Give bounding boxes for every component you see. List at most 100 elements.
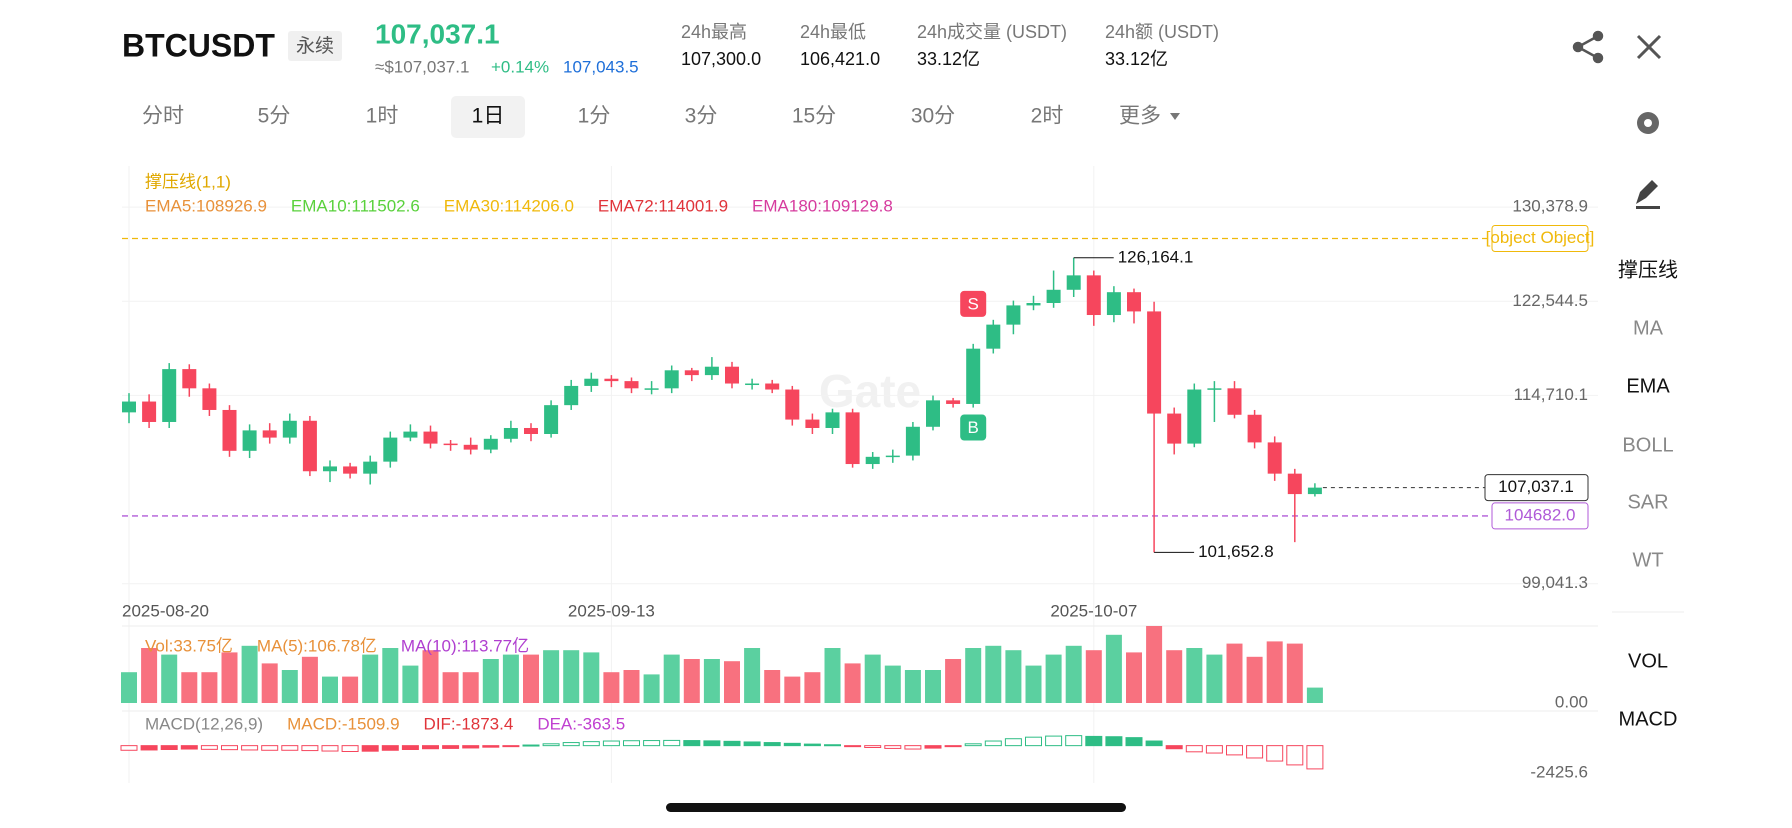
volume-bar: [884, 665, 901, 703]
tab[interactable]: 5分: [258, 105, 291, 128]
macd-bar: [1085, 735, 1103, 747]
macd-bar: [904, 745, 922, 750]
menu-item[interactable]: SAR: [1627, 491, 1668, 513]
macd-bar: [602, 740, 620, 747]
stat-label: 24h额 (USDT): [1105, 22, 1219, 42]
tab[interactable]: 30分: [911, 105, 955, 128]
candle-body: [684, 370, 699, 376]
mark-price: 107,043.5: [563, 57, 639, 76]
volume-bar: [523, 654, 539, 703]
volume-bar: [382, 648, 399, 703]
settings-icon[interactable]: [1637, 112, 1659, 134]
volume-bar: [925, 670, 941, 703]
close-icon[interactable]: [1636, 34, 1662, 60]
y-tick-label: 122,544.5: [1512, 291, 1588, 310]
macd-bar: [964, 743, 982, 747]
volume-bar: [1005, 650, 1022, 703]
macd-bar: [401, 745, 419, 750]
candle-body: [282, 420, 297, 438]
candle-body: [1287, 473, 1302, 495]
annotation-label: 126,164.1: [1118, 247, 1194, 266]
candle-body: [302, 420, 317, 472]
date-label: 2025-10-07: [1050, 601, 1137, 620]
volume-bar: [1266, 641, 1283, 703]
signal-badge: [960, 290, 987, 317]
tab[interactable]: 15分: [792, 105, 836, 128]
tab[interactable]: 2时: [1031, 105, 1064, 128]
candle-body: [202, 388, 217, 410]
candle-body: [544, 405, 559, 434]
candle-body: [1046, 289, 1061, 304]
price: 107,037.1: [375, 18, 500, 49]
volume-bar: [1206, 654, 1223, 703]
candle-body: [1307, 487, 1322, 495]
volume-bar: [824, 648, 841, 703]
volume-bar: [422, 650, 439, 703]
stat-label: 24h最高: [681, 22, 747, 42]
candle-body: [825, 412, 840, 428]
tab[interactable]: 1日: [472, 105, 505, 128]
tab[interactable]: 1分: [578, 105, 611, 128]
volume-bar: [965, 648, 982, 703]
candle-body: [785, 389, 800, 420]
volume-bar: [623, 670, 640, 703]
y-tick-label: 99,041.3: [1522, 573, 1588, 592]
home-indicator: [666, 803, 1126, 812]
candle-body: [725, 366, 739, 384]
menu-item[interactable]: MACD: [1619, 708, 1678, 730]
candle-body: [946, 400, 961, 404]
indicator-title: 撑压线(1,1): [145, 172, 231, 191]
macd-bar: [442, 745, 460, 749]
candle-body: [1127, 292, 1141, 312]
volume-bar: [261, 663, 278, 703]
macd-bar: [844, 745, 862, 748]
macd-legend: MACD:-1509.9: [287, 714, 399, 733]
tab[interactable]: 3分: [685, 105, 718, 128]
candle-body: [1106, 292, 1121, 316]
menu-item[interactable]: VOL: [1628, 650, 1668, 672]
macd-bar: [301, 745, 319, 752]
candle-body: [604, 378, 619, 382]
candle-body: [343, 466, 358, 474]
candle-body: [1227, 388, 1242, 415]
draw-icon[interactable]: [1636, 180, 1660, 209]
candle-body: [403, 431, 418, 438]
tab[interactable]: 分时: [142, 105, 184, 128]
signal-label: S: [968, 294, 979, 313]
candle-body: [765, 383, 780, 390]
candle-body: [865, 456, 880, 465]
volume-bar: [1065, 645, 1082, 703]
candle-body: [745, 383, 760, 386]
menu-item[interactable]: EMA: [1626, 375, 1670, 397]
macd-bar: [1145, 740, 1163, 747]
macd-legend: DEA:-363.5: [537, 714, 625, 733]
candle-body: [1167, 413, 1182, 444]
candle-body: [584, 378, 599, 386]
menu-item[interactable]: WT: [1632, 549, 1663, 571]
menu-item[interactable]: 撑压线: [1618, 258, 1678, 281]
volume-legend: MA(5):106.78亿: [257, 636, 377, 655]
candle-body: [262, 430, 277, 438]
volume-bar: [864, 654, 881, 703]
macd-bar: [1025, 736, 1042, 747]
candle-body: [986, 324, 1001, 349]
macd-bar: [281, 745, 299, 751]
menu-item[interactable]: MA: [1633, 317, 1664, 339]
candle-body: [644, 388, 659, 390]
candle-body: [885, 455, 900, 458]
watermark: Gate: [819, 365, 921, 417]
tab[interactable]: 更多: [1119, 105, 1161, 128]
candle-body: [1247, 414, 1262, 443]
ema-legend: EMA72:114001.9: [598, 196, 728, 215]
macd-bar: [884, 745, 902, 749]
share-icon[interactable]: [1572, 30, 1604, 64]
stat-label: 24h最低: [800, 22, 866, 42]
volume-bar: [603, 672, 620, 703]
volume-bar: [1306, 687, 1323, 703]
volume-legend: Vol:33.75亿: [145, 636, 233, 655]
tab[interactable]: 1时: [366, 105, 399, 128]
menu-item[interactable]: BOLL: [1622, 434, 1673, 456]
change: +0.14%: [491, 57, 549, 76]
volume-legend: MA(10):113.77亿: [401, 636, 529, 655]
volume-bar: [281, 670, 298, 703]
